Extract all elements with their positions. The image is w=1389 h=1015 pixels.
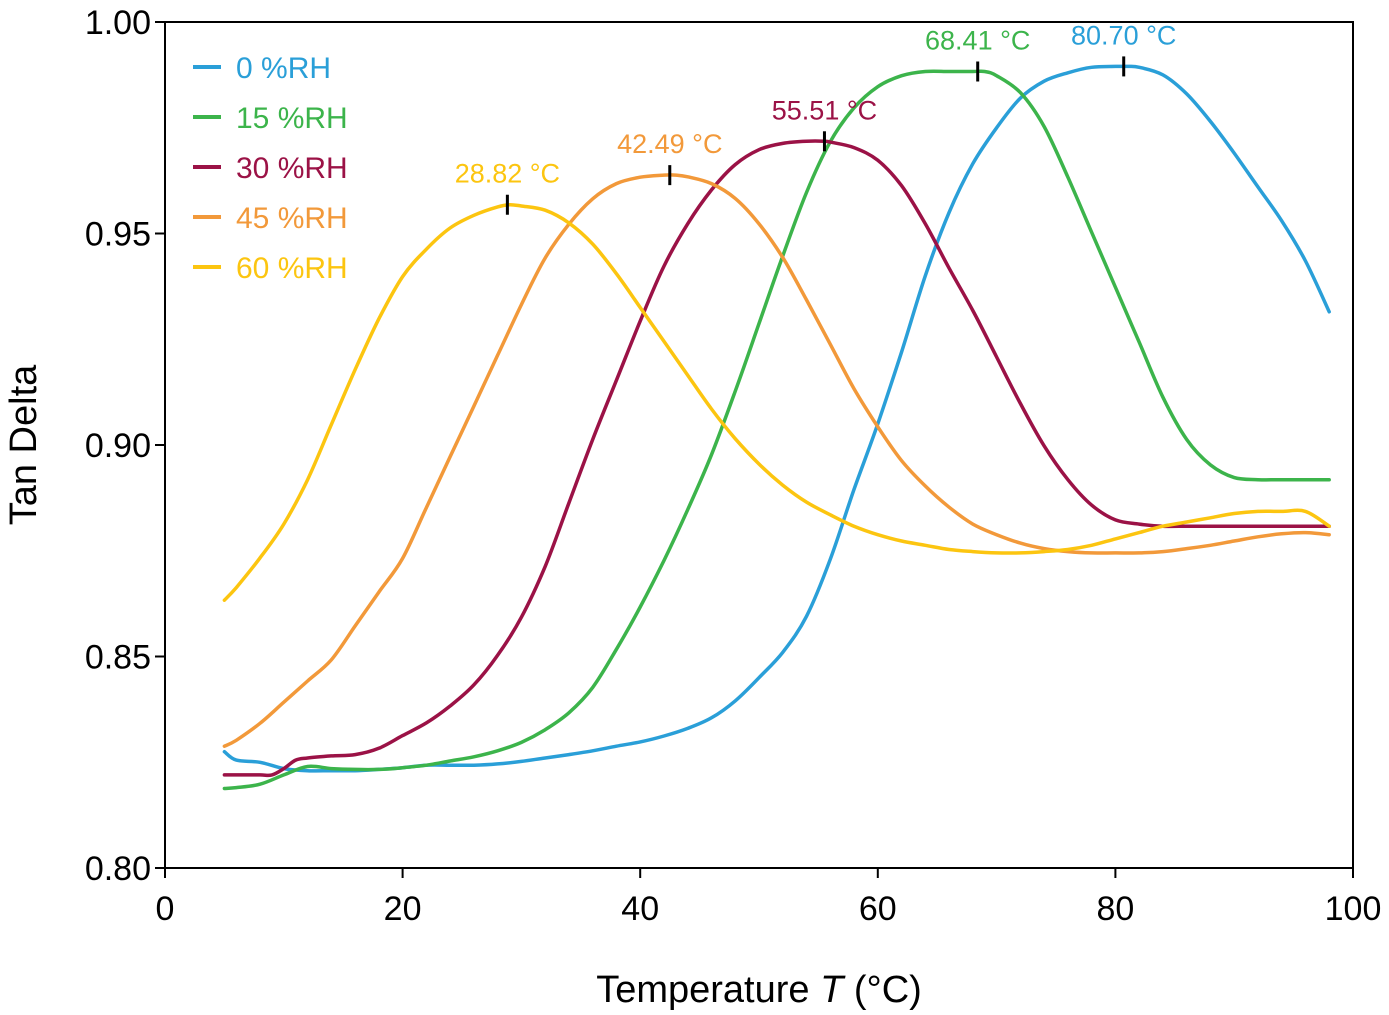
ticks-layer: 0 20 40 60 80 100 0.80 0.85 0.90 0.95 1.00 <box>85 4 1382 928</box>
peak-label-4: 28.82 °C <box>455 159 560 189</box>
series-line-0 <box>222 64 1331 773</box>
series-line-1 <box>222 69 1331 791</box>
legend-label-3: 45 %RH <box>236 202 348 235</box>
series-layer <box>222 64 1331 791</box>
y-tick-label: 0.80 <box>85 850 151 888</box>
y-tick-label: 0.90 <box>85 427 151 465</box>
y-tick-label: 0.95 <box>85 216 151 254</box>
peak-label-3: 42.49 °C <box>617 129 722 159</box>
peak-label-0: 80.70 °C <box>1071 20 1176 50</box>
x-tick-label: 0 <box>156 890 175 928</box>
x-tick-label: 100 <box>1325 890 1382 928</box>
series-line-4 <box>222 202 1331 602</box>
x-tick-label: 20 <box>384 890 422 928</box>
series-line-3 <box>222 173 1331 748</box>
x-tick-label: 60 <box>859 890 897 928</box>
legend-label-1: 15 %RH <box>236 102 348 135</box>
y-axis-title: Tan Delta <box>3 364 45 525</box>
legend-label-4: 60 %RH <box>236 252 348 285</box>
peak-label-1: 68.41 °C <box>925 25 1030 55</box>
x-tick-label: 80 <box>1096 890 1134 928</box>
x-axis-title-var: T <box>820 969 846 1011</box>
x-tick-label: 40 <box>621 890 659 928</box>
y-tick-label: 0.85 <box>85 639 151 677</box>
legend-label-2: 30 %RH <box>236 152 348 185</box>
peaks-layer: 80.70 °C 68.41 °C 55.51 °C 42.49 °C 28.82 °C <box>455 20 1176 215</box>
series-line-2 <box>222 139 1331 778</box>
legend-label-0: 0 %RH <box>236 52 331 85</box>
x-axis-title: Temperature T (°C) <box>596 969 922 1011</box>
legend: 0 %RH 15 %RH 30 %RH 45 %RH 60 %RH <box>193 52 348 285</box>
y-tick-label: 1.00 <box>85 4 151 42</box>
peak-label-2: 55.51 °C <box>772 95 877 125</box>
x-axis-title-unit: (°C) <box>843 969 922 1011</box>
x-axis-title-text: Temperature <box>596 969 820 1011</box>
